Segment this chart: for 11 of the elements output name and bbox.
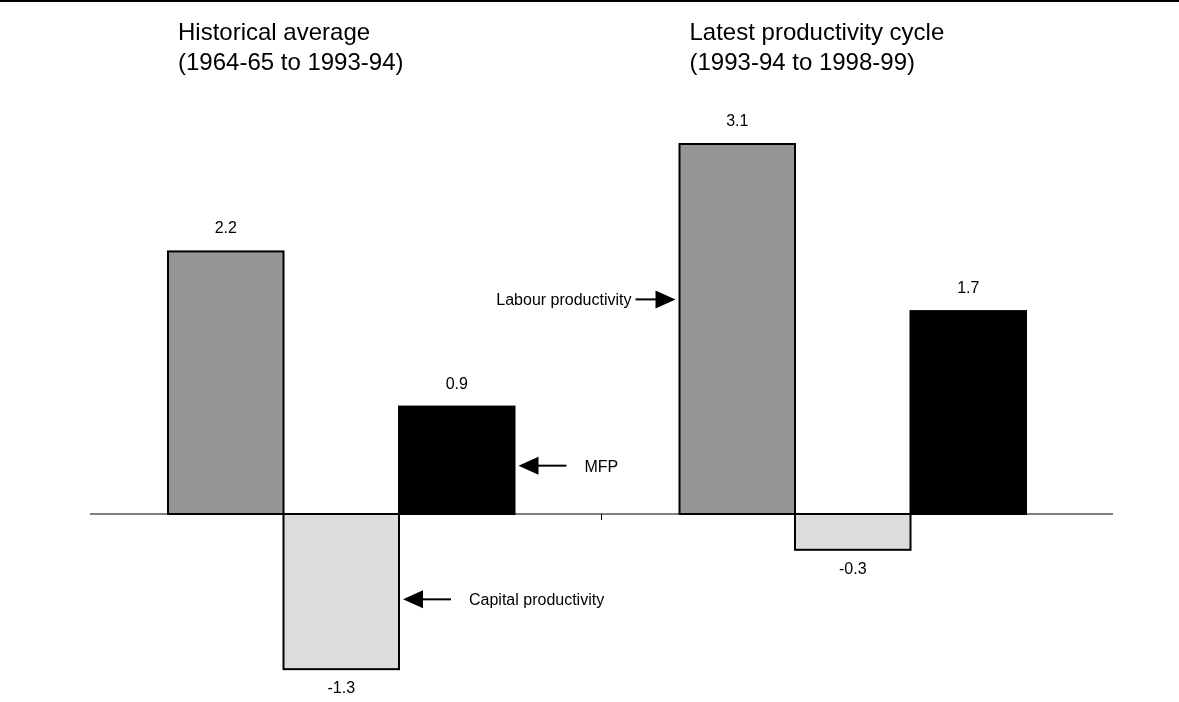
legend-label: MFP (584, 457, 619, 475)
data-label: -1.3 (327, 679, 356, 697)
legend-label: Capital productivity (469, 591, 605, 609)
data-label: 0.9 (445, 374, 468, 392)
data-label: 3.1 (726, 112, 749, 129)
text: Labour productivity (496, 291, 632, 309)
data-label: 2.2 (214, 219, 237, 237)
data-label: -0.3 (838, 559, 867, 577)
data-label: 1.7 (957, 279, 980, 297)
x-tick-label: Latest productivity cycle (1993-94 to 1998-99) (689, 18, 945, 75)
x-tick-label: Historical average (1964-65 to 1993-94) (178, 18, 404, 75)
